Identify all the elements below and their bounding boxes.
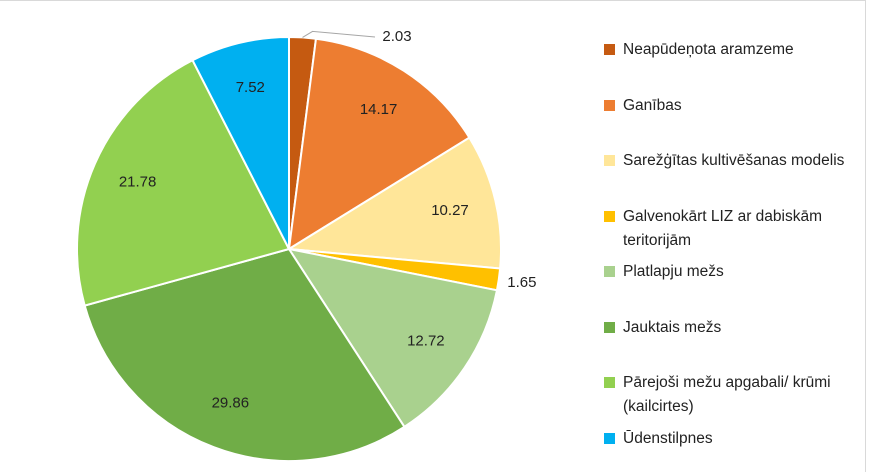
legend-swatch — [604, 155, 615, 166]
pie-plot: 2.03 14.17 10.27 1.65 12.72 29.86 21.78 7.52 — [76, 28, 536, 462]
legend-label: Galvenokārt LIZ ar dabiskām teritorijām — [623, 207, 823, 249]
legend-label: Platlapju mežs — [623, 263, 724, 280]
legend-label: Neapūdeņota aramzeme — [623, 41, 794, 58]
data-label: 1.65 — [507, 274, 536, 291]
legend-swatch — [604, 321, 615, 333]
legend-entry: Galvenokārt LIZ ar dabiskām teritorijām — [604, 205, 854, 253]
legend-swatch — [604, 44, 615, 55]
legend-swatch — [604, 266, 615, 277]
legend-entry: Pārejoši mežu apgabali/ krūmi (kailcirte… — [604, 371, 854, 419]
pie-slice — [83, 247, 406, 462]
leader-line — [302, 30, 376, 38]
legend-swatch — [604, 210, 615, 222]
legend-entry: Jauktais mežs — [604, 316, 721, 340]
pie-slice — [191, 35, 290, 250]
legend-swatch — [604, 432, 615, 444]
legend-label: Ūdenstilpnes — [623, 429, 713, 447]
legend-label: Jauktais mežs — [623, 318, 722, 336]
pie-slice — [286, 247, 499, 429]
data-label: 7.52 — [236, 79, 265, 96]
pie-slice — [76, 58, 291, 307]
legend-label: Ganības — [623, 96, 682, 114]
legend-entry: Platlapju mežs — [604, 260, 724, 284]
data-label: 14.17 — [360, 101, 398, 118]
legend-entry: Ganības — [604, 94, 682, 118]
data-label: 12.72 — [407, 333, 445, 350]
data-label: 10.27 — [431, 202, 469, 219]
data-label: 29.86 — [212, 395, 250, 412]
legend-label: Pārejoši mežu apgabali/ krūmi (kailcirte… — [623, 374, 831, 415]
data-label: 2.03 — [382, 28, 411, 45]
legend-entry: Sarežģītas kultivēšanas modelis — [604, 149, 844, 173]
pie-slice — [285, 136, 502, 270]
legend-entry: Neapūdeņota aramzeme — [604, 38, 794, 62]
pie-slice — [287, 37, 471, 251]
legend-swatch — [604, 377, 615, 388]
legend-entry: Ūdenstilpnes — [604, 427, 713, 451]
legend-swatch — [604, 99, 615, 111]
legend-label: Sarežģītas kultivēšanas modelis — [623, 152, 845, 169]
data-label: 21.78 — [119, 173, 157, 190]
